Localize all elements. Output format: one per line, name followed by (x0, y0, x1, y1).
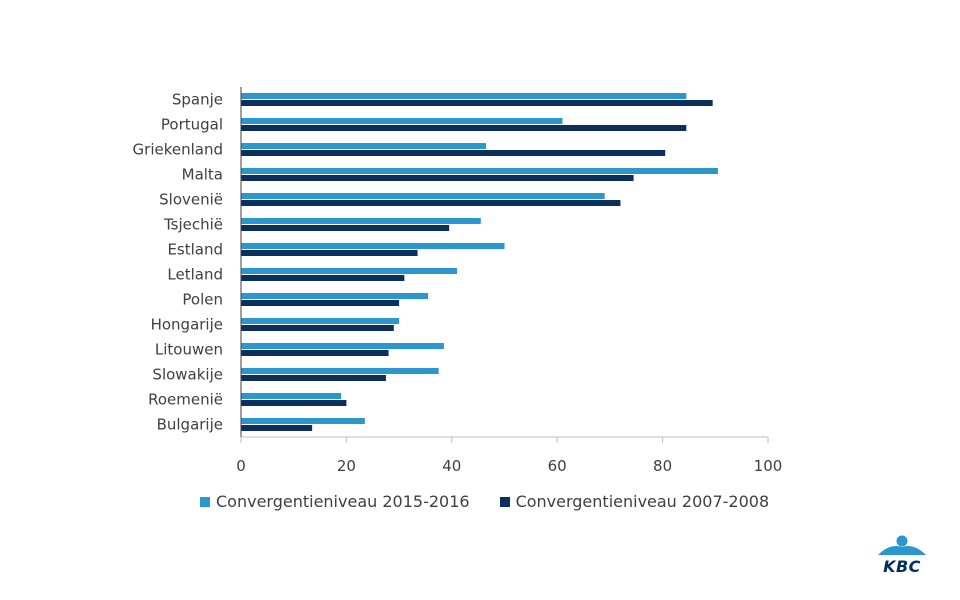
category-label: Polen (182, 291, 223, 309)
legend-label-2007: Convergentieniveau 2007-2008 (515, 492, 770, 511)
category-label: Tsjechië (163, 216, 223, 234)
category-label: Bulgarije (157, 416, 223, 434)
bar-litouwen-series-1 (241, 350, 389, 356)
bar-malta-series-0 (241, 168, 718, 174)
x-tick-label: 40 (442, 457, 461, 475)
category-label: Estland (167, 241, 223, 259)
x-tick-label: 100 (754, 457, 783, 475)
x-tick-label: 60 (548, 457, 567, 475)
bar-bulgarije-series-1 (241, 425, 313, 431)
bar-slowakije-series-0 (241, 368, 439, 374)
legend-swatch-2007 (499, 496, 510, 507)
bar-slowakije-series-1 (241, 375, 386, 381)
bar-estland-series-1 (241, 250, 418, 256)
legend-item-2015: Convergentieniveau 2015-2016 (200, 492, 470, 511)
bar-slovenië-series-0 (241, 193, 605, 199)
bar-griekenland-series-1 (241, 150, 666, 156)
kbc-logo-icon (878, 535, 926, 555)
legend-item-2007: Convergentieniveau 2007-2008 (499, 492, 770, 511)
bar-estland-series-0 (241, 243, 505, 249)
bar-roemenië-series-0 (241, 393, 342, 399)
legend: Convergentieniveau 2015-2016 Convergenti… (200, 492, 799, 511)
bar-portugal-series-0 (241, 118, 563, 124)
bars-group (241, 93, 718, 431)
x-tick-label: 20 (337, 457, 356, 475)
bar-bulgarije-series-0 (241, 418, 365, 424)
bar-portugal-series-1 (241, 125, 687, 131)
bar-letland-series-1 (241, 275, 405, 281)
bar-polen-series-1 (241, 300, 400, 306)
category-label: Portugal (161, 116, 223, 134)
category-label: Litouwen (155, 341, 223, 359)
kbc-logo-text: KBC (883, 557, 921, 576)
kbc-logo: KBC (876, 535, 928, 577)
bar-malta-series-1 (241, 175, 634, 181)
category-label: Roemenië (148, 391, 223, 409)
x-tick-label: 80 (653, 457, 672, 475)
bar-roemenië-series-1 (241, 400, 347, 406)
bar-hongarije-series-0 (241, 318, 400, 324)
category-labels: Spanje Portugal Griekenland Malta Slovenië Ts… (133, 91, 223, 434)
bar-griekenland-series-0 (241, 143, 487, 149)
category-label: Slowakije (152, 366, 223, 384)
legend-swatch-2015 (200, 496, 210, 507)
bar-spanje-series-1 (241, 100, 713, 106)
legend-label-2015: Convergentieniveau 2015-2016 (216, 492, 470, 511)
category-label: Spanje (172, 91, 223, 109)
bar-spanje-series-0 (241, 93, 687, 99)
bar-letland-series-0 (241, 268, 458, 274)
category-label: Griekenland (133, 141, 223, 159)
category-label: Slovenië (159, 191, 223, 209)
bar-litouwen-series-0 (241, 343, 444, 349)
bar-tsjechië-series-1 (241, 225, 450, 231)
bar-tsjechië-series-0 (241, 218, 481, 224)
axes: 0 20 40 60 80 100 (236, 87, 782, 475)
category-label: Hongarije (151, 316, 223, 334)
x-tick-label: 0 (236, 457, 246, 475)
category-label: Letland (167, 266, 223, 284)
bar-polen-series-0 (241, 293, 429, 299)
category-label: Malta (182, 166, 223, 184)
bar-slovenië-series-1 (241, 200, 621, 206)
bar-hongarije-series-1 (241, 325, 394, 331)
